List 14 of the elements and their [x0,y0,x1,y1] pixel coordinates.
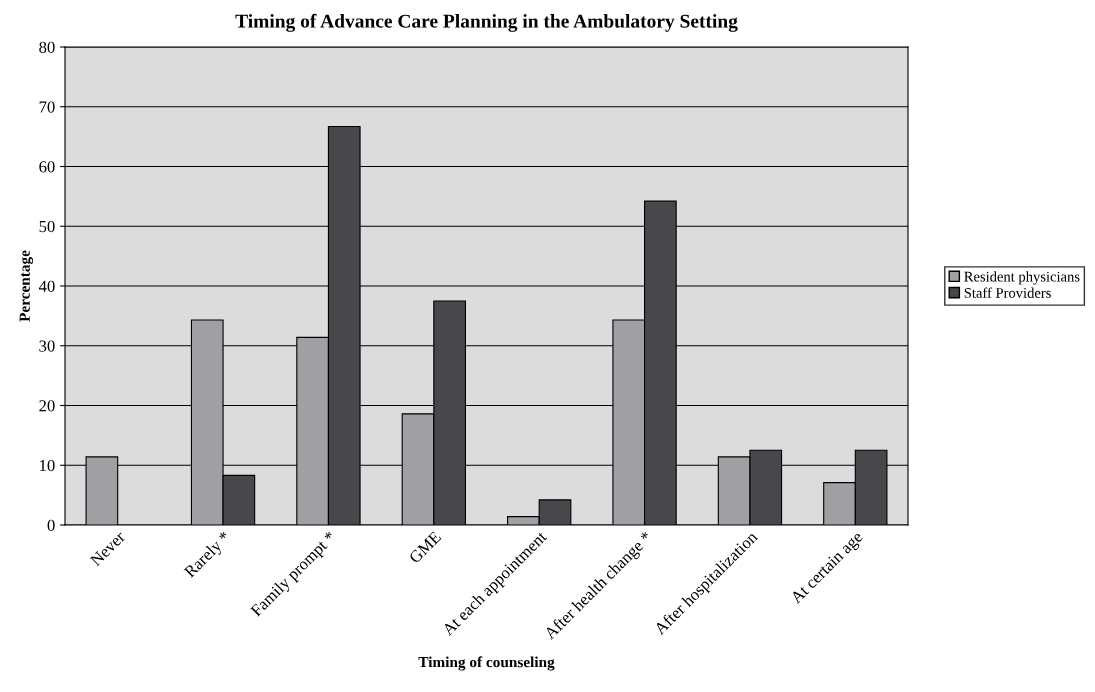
legend-label: Staff Providers [964,287,1051,298]
y-tick-label: 80 [39,41,55,53]
y-tick-label: 0 [47,519,55,531]
y-tick-label: 50 [39,220,55,233]
y-tick-label: 10 [40,459,55,472]
y-tick-label: 60 [39,161,55,173]
y-tick-label: 20 [39,400,55,412]
y-tick-label: 40 [38,280,55,292]
y-tick-label: 30 [39,340,55,352]
legend-label: Resident physicians [964,271,1080,285]
chart-title: Timing of Advance Care Planning in the Ambulatory Setting [235,13,738,32]
y-axis-title: Percentage [19,250,34,322]
x-axis-title: Timing of counseling [418,656,555,671]
y-tick-label: 70 [39,101,55,113]
